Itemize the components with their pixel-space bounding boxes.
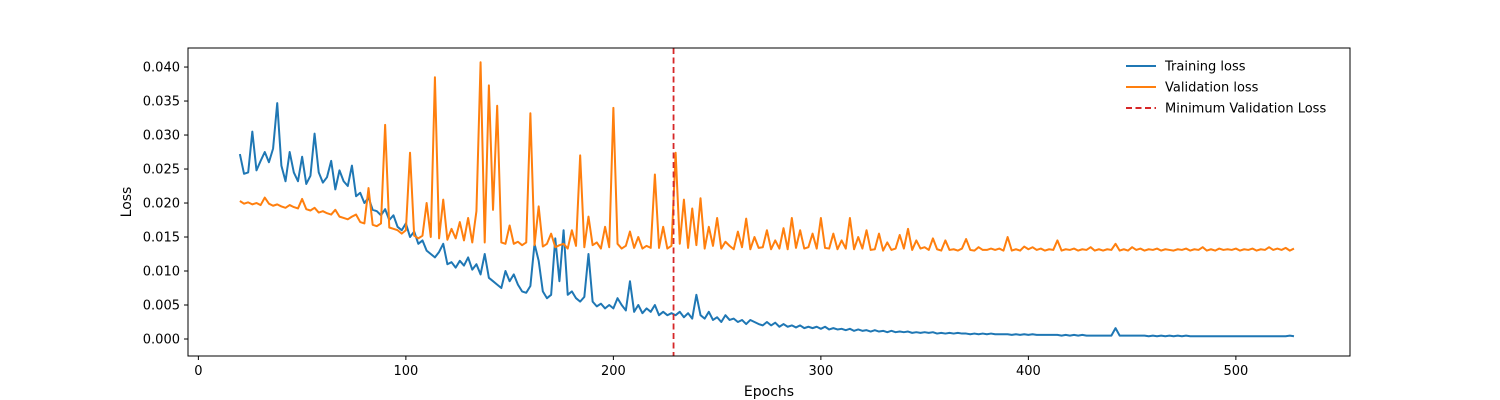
y-tick-label: 0.030 <box>143 129 180 144</box>
legend-entry-label: Validation loss <box>1165 81 1259 96</box>
x-tick-label: 200 <box>601 364 626 379</box>
legend: Training loss Validation loss Minimum Vali… <box>1126 60 1326 117</box>
legend-entry-label: Training loss <box>1164 60 1246 75</box>
plot-frame <box>187 47 1351 357</box>
y-tick-label: 0.035 <box>143 95 180 110</box>
validation-loss-line <box>239 61 1295 252</box>
y-tick-label: 0.000 <box>143 333 180 348</box>
x-tick-label: 400 <box>1016 364 1041 379</box>
x-tick-label: 0 <box>194 364 202 379</box>
y-tick-label: 0.020 <box>143 197 180 212</box>
x-tick-label: 500 <box>1223 364 1248 379</box>
x-tick-label: 100 <box>393 364 418 379</box>
x-tick-label: 300 <box>808 364 833 379</box>
series-layer <box>238 48 1295 356</box>
legend-entry-label: Minimum Validation Loss <box>1165 102 1326 117</box>
y-tick-label: 0.025 <box>143 163 180 178</box>
ticks-layer: 0 100 200 300 400 500 0.000 0.005 0.010 0.015 0.02… <box>143 61 1249 379</box>
y-tick-label: 0.040 <box>143 61 180 76</box>
y-tick-label: 0.015 <box>143 231 180 246</box>
y-tick-label: 0.010 <box>143 265 180 280</box>
y-tick-label: 0.005 <box>143 299 180 314</box>
x-axis-label: Epochs <box>744 384 794 400</box>
y-axis-label: Loss <box>119 187 135 218</box>
